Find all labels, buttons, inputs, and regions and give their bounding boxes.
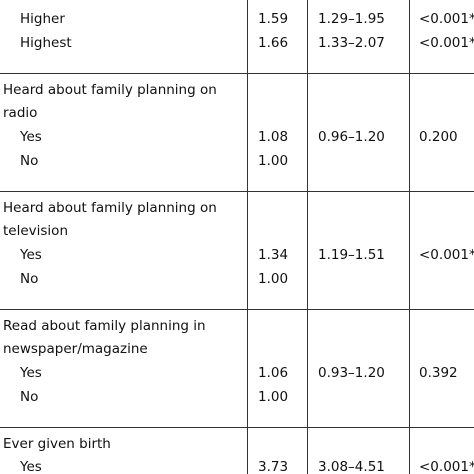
confidence-interval: 1.19–1.51 — [318, 246, 385, 263]
row-label: Yes — [20, 364, 42, 381]
row-label: Yes — [20, 246, 42, 263]
group-heading: newspaper/magazine — [3, 341, 148, 357]
odds-ratio: 1.66 — [258, 35, 289, 51]
odds-ratio: 1.38 — [258, 0, 288, 2]
confidence-interval: 1.29–1.95 — [318, 10, 385, 27]
group-heading: Heard about family planning on — [3, 81, 217, 98]
row-label: No — [20, 271, 39, 287]
odds-ratio: 1.34 — [258, 246, 289, 263]
group-heading: Read about family planning in — [3, 317, 206, 334]
p-value: 0.392 — [419, 364, 458, 381]
p-value: <0.001* — [419, 10, 474, 27]
group-heading: television — [3, 223, 68, 239]
row-separator — [0, 190, 474, 192]
group-heading: Ever given birth — [3, 435, 111, 452]
odds-ratio: 1.08 — [258, 128, 289, 145]
group-heading: radio — [3, 105, 38, 121]
column-rule — [307, 0, 308, 474]
p-value: <0.001* — [419, 246, 474, 263]
column-rule — [409, 0, 410, 474]
row-separator — [0, 426, 474, 428]
confidence-interval: 3.08–4.51 — [318, 459, 385, 474]
p-value: 0.001 — [419, 0, 458, 2]
row-label: Yes — [20, 459, 42, 474]
odds-ratio: 1.00 — [258, 389, 289, 405]
row-separator — [0, 308, 474, 310]
row-label: Middle — [20, 0, 65, 2]
odds-ratio: 1.59 — [258, 10, 289, 27]
confidence-interval: 1.33–2.07 — [318, 35, 385, 51]
column-rule — [247, 0, 248, 474]
row-label: Yes — [20, 128, 42, 145]
p-value: 0.200 — [419, 128, 458, 145]
row-label: No — [20, 153, 39, 169]
odds-ratio: 1.00 — [258, 153, 289, 169]
p-value: <0.001* — [419, 459, 474, 474]
odds-ratio: 3.73 — [258, 459, 289, 474]
row-separator — [0, 72, 474, 74]
confidence-interval: 1.15–1.67 — [318, 0, 385, 2]
confidence-interval: 0.96–1.20 — [318, 128, 385, 145]
row-label: Highest — [20, 35, 72, 51]
confidence-interval: 0.93–1.20 — [318, 364, 385, 381]
odds-ratio: 1.06 — [258, 364, 289, 381]
p-value: <0.001* — [419, 35, 474, 51]
row-label: Higher — [20, 10, 65, 27]
odds-ratio: 1.00 — [258, 271, 289, 287]
row-label: No — [20, 389, 39, 405]
group-heading: Heard about family planning on — [3, 199, 217, 216]
